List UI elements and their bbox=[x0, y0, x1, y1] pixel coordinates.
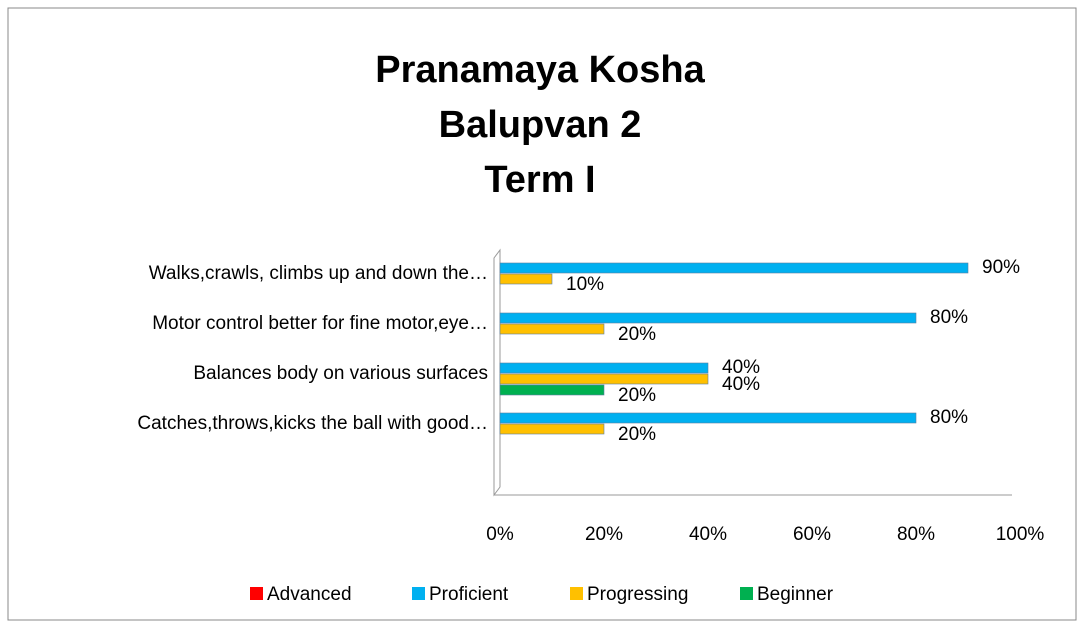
chart-title: Term I bbox=[484, 159, 595, 201]
x-tick-label: 100% bbox=[996, 524, 1045, 545]
x-tick-label: 0% bbox=[486, 524, 514, 545]
legend-label: Progressing bbox=[587, 584, 688, 605]
data-label: 90% bbox=[982, 257, 1020, 278]
data-label: 80% bbox=[930, 307, 968, 328]
chart-title: Balupvan 2 bbox=[439, 104, 642, 146]
x-tick-label: 40% bbox=[689, 524, 727, 545]
axis-wall bbox=[493, 248, 501, 497]
bar bbox=[499, 373, 709, 385]
data-label: 80% bbox=[930, 407, 968, 428]
data-label: 20% bbox=[618, 385, 656, 406]
y-tick-label: Catches,throws,kicks the ball with good… bbox=[137, 413, 488, 434]
bar bbox=[499, 273, 553, 285]
x-tick-label: 80% bbox=[897, 524, 935, 545]
legend-swatch bbox=[412, 587, 425, 600]
y-tick-label: Walks,crawls, climbs up and down the… bbox=[149, 263, 488, 284]
bar bbox=[499, 312, 917, 324]
chart-title: Pranamaya Kosha bbox=[375, 49, 705, 91]
bar bbox=[499, 362, 709, 374]
bar bbox=[499, 323, 605, 335]
legend-label: Beginner bbox=[757, 584, 834, 605]
legend-label: Advanced bbox=[267, 584, 352, 605]
data-label: 20% bbox=[618, 424, 656, 445]
bar bbox=[499, 262, 969, 274]
legend-label: Proficient bbox=[429, 584, 509, 605]
data-label: 40% bbox=[722, 374, 760, 395]
y-tick-label: Balances body on various surfaces bbox=[193, 363, 488, 384]
legend-swatch bbox=[740, 587, 753, 600]
legend-swatch bbox=[570, 587, 583, 600]
y-tick-label: Motor control better for fine motor,eye… bbox=[152, 313, 488, 334]
data-label: 20% bbox=[618, 324, 656, 345]
legend-swatch bbox=[250, 587, 263, 600]
x-tick-label: 60% bbox=[793, 524, 831, 545]
bar bbox=[499, 384, 605, 396]
data-label: 10% bbox=[566, 274, 604, 295]
data-label: 40% bbox=[722, 357, 760, 378]
bar bbox=[499, 412, 917, 424]
bar bbox=[499, 423, 605, 435]
x-tick-label: 20% bbox=[585, 524, 623, 545]
